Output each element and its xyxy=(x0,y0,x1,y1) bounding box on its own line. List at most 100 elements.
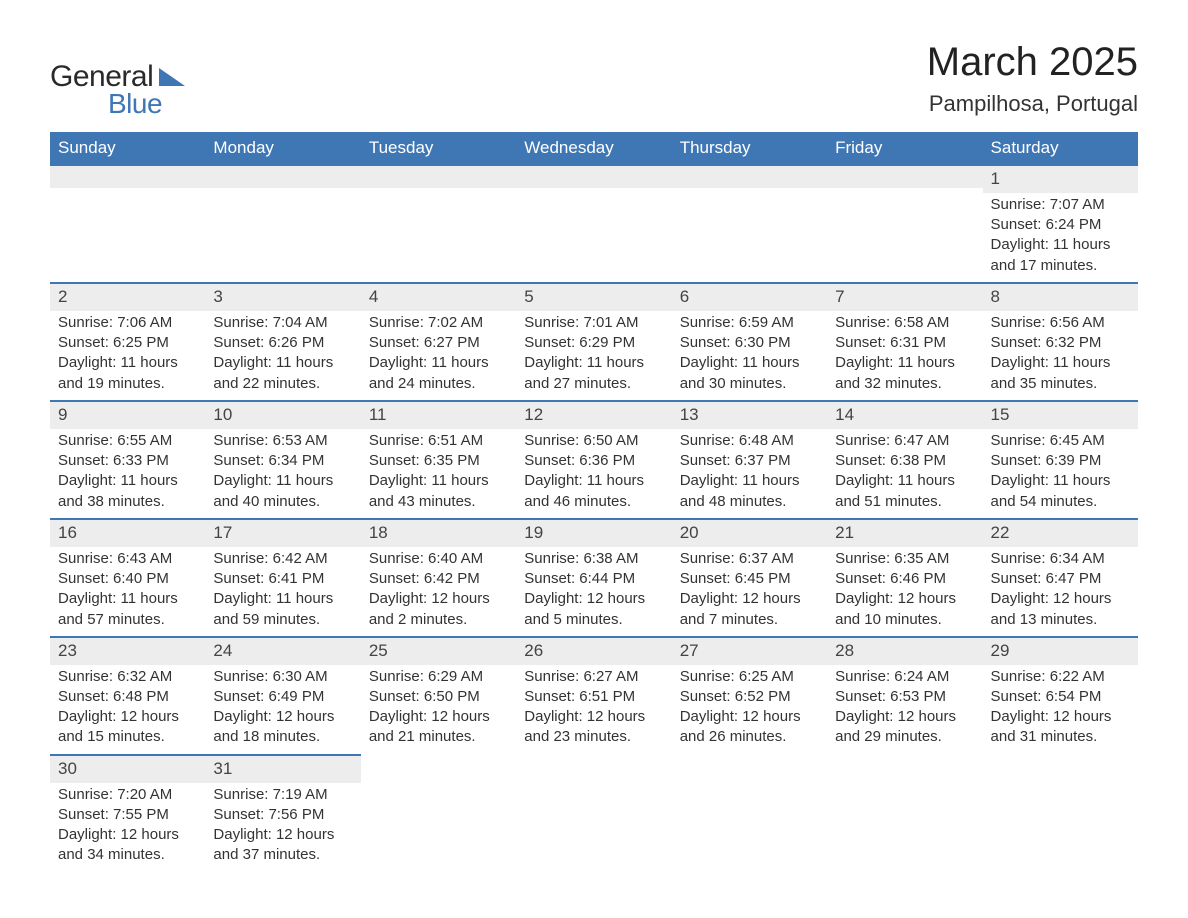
sunrise-line: Sunrise: 6:42 AM xyxy=(213,549,352,569)
day-content-empty xyxy=(516,188,671,248)
week-row: 1Sunrise: 7:07 AMSunset: 6:24 PMDaylight… xyxy=(50,165,1138,283)
day-number-empty xyxy=(672,166,827,188)
calendar-cell: 27Sunrise: 6:25 AMSunset: 6:52 PMDayligh… xyxy=(672,637,827,755)
day-content: Sunrise: 6:27 AMSunset: 6:51 PMDaylight:… xyxy=(516,665,671,754)
calendar-cell: 30Sunrise: 7:20 AMSunset: 7:55 PMDayligh… xyxy=(50,755,205,872)
daylight-line: Daylight: 12 hours and 5 minutes. xyxy=(524,589,663,630)
sunrise-line: Sunrise: 6:45 AM xyxy=(991,431,1130,451)
day-number: 30 xyxy=(50,756,205,783)
sunset-line: Sunset: 6:47 PM xyxy=(991,569,1130,589)
calendar-cell: 29Sunrise: 6:22 AMSunset: 6:54 PMDayligh… xyxy=(983,637,1138,755)
calendar-cell xyxy=(361,165,516,283)
sunset-line: Sunset: 6:32 PM xyxy=(991,333,1130,353)
week-row: 30Sunrise: 7:20 AMSunset: 7:55 PMDayligh… xyxy=(50,755,1138,872)
sunset-line: Sunset: 6:50 PM xyxy=(369,687,508,707)
sunrise-line: Sunrise: 6:35 AM xyxy=(835,549,974,569)
daylight-line: Daylight: 12 hours and 13 minutes. xyxy=(991,589,1130,630)
calendar-cell xyxy=(827,165,982,283)
daylight-line: Daylight: 11 hours and 24 minutes. xyxy=(369,353,508,394)
daylight-line: Daylight: 12 hours and 26 minutes. xyxy=(680,707,819,748)
daylight-line: Daylight: 11 hours and 51 minutes. xyxy=(835,471,974,512)
day-content: Sunrise: 6:32 AMSunset: 6:48 PMDaylight:… xyxy=(50,665,205,754)
week-row: 2Sunrise: 7:06 AMSunset: 6:25 PMDaylight… xyxy=(50,283,1138,401)
day-number: 10 xyxy=(205,402,360,429)
day-number: 27 xyxy=(672,638,827,665)
day-content: Sunrise: 6:47 AMSunset: 6:38 PMDaylight:… xyxy=(827,429,982,518)
daylight-line: Daylight: 12 hours and 15 minutes. xyxy=(58,707,197,748)
day-number: 6 xyxy=(672,284,827,311)
sunrise-line: Sunrise: 6:56 AM xyxy=(991,313,1130,333)
title-block: March 2025 Pampilhosa, Portugal xyxy=(927,40,1138,117)
day-number: 17 xyxy=(205,520,360,547)
sunset-line: Sunset: 7:56 PM xyxy=(213,805,352,825)
daylight-line: Daylight: 12 hours and 18 minutes. xyxy=(213,707,352,748)
sunrise-line: Sunrise: 6:50 AM xyxy=(524,431,663,451)
calendar-cell: 13Sunrise: 6:48 AMSunset: 6:37 PMDayligh… xyxy=(672,401,827,519)
sunrise-line: Sunrise: 6:53 AM xyxy=(213,431,352,451)
daylight-line: Daylight: 11 hours and 54 minutes. xyxy=(991,471,1130,512)
day-number: 12 xyxy=(516,402,671,429)
sunset-line: Sunset: 6:45 PM xyxy=(680,569,819,589)
calendar-cell: 21Sunrise: 6:35 AMSunset: 6:46 PMDayligh… xyxy=(827,519,982,637)
daylight-line: Daylight: 11 hours and 48 minutes. xyxy=(680,471,819,512)
sunset-line: Sunset: 6:36 PM xyxy=(524,451,663,471)
daylight-line: Daylight: 11 hours and 27 minutes. xyxy=(524,353,663,394)
day-number: 7 xyxy=(827,284,982,311)
daylight-line: Daylight: 12 hours and 10 minutes. xyxy=(835,589,974,630)
calendar-cell xyxy=(672,165,827,283)
calendar-cell xyxy=(672,755,827,872)
day-content: Sunrise: 6:30 AMSunset: 6:49 PMDaylight:… xyxy=(205,665,360,754)
day-content-empty xyxy=(205,188,360,248)
calendar-table: Sunday Monday Tuesday Wednesday Thursday… xyxy=(50,132,1138,872)
sunrise-line: Sunrise: 6:22 AM xyxy=(991,667,1130,687)
page-header: General Blue March 2025 Pampilhosa, Port… xyxy=(50,40,1138,120)
day-content: Sunrise: 6:37 AMSunset: 6:45 PMDaylight:… xyxy=(672,547,827,636)
daylight-line: Daylight: 11 hours and 57 minutes. xyxy=(58,589,197,630)
day-number-empty xyxy=(516,755,671,777)
day-number: 1 xyxy=(983,166,1138,193)
sunset-line: Sunset: 6:26 PM xyxy=(213,333,352,353)
day-content: Sunrise: 6:55 AMSunset: 6:33 PMDaylight:… xyxy=(50,429,205,518)
calendar-cell xyxy=(516,165,671,283)
day-content: Sunrise: 6:56 AMSunset: 6:32 PMDaylight:… xyxy=(983,311,1138,400)
day-number-empty xyxy=(827,166,982,188)
week-row: 9Sunrise: 6:55 AMSunset: 6:33 PMDaylight… xyxy=(50,401,1138,519)
day-content: Sunrise: 6:42 AMSunset: 6:41 PMDaylight:… xyxy=(205,547,360,636)
sunset-line: Sunset: 6:27 PM xyxy=(369,333,508,353)
sunset-line: Sunset: 6:29 PM xyxy=(524,333,663,353)
daylight-line: Daylight: 11 hours and 30 minutes. xyxy=(680,353,819,394)
day-content: Sunrise: 6:35 AMSunset: 6:46 PMDaylight:… xyxy=(827,547,982,636)
sunrise-line: Sunrise: 7:01 AM xyxy=(524,313,663,333)
calendar-cell: 25Sunrise: 6:29 AMSunset: 6:50 PMDayligh… xyxy=(361,637,516,755)
calendar-cell: 23Sunrise: 6:32 AMSunset: 6:48 PMDayligh… xyxy=(50,637,205,755)
sunrise-line: Sunrise: 6:27 AM xyxy=(524,667,663,687)
sunrise-line: Sunrise: 6:47 AM xyxy=(835,431,974,451)
sunset-line: Sunset: 6:51 PM xyxy=(524,687,663,707)
sunrise-line: Sunrise: 6:24 AM xyxy=(835,667,974,687)
calendar-cell: 3Sunrise: 7:04 AMSunset: 6:26 PMDaylight… xyxy=(205,283,360,401)
sunrise-line: Sunrise: 7:02 AM xyxy=(369,313,508,333)
sunrise-line: Sunrise: 7:20 AM xyxy=(58,785,197,805)
sunrise-line: Sunrise: 7:06 AM xyxy=(58,313,197,333)
sunrise-line: Sunrise: 7:07 AM xyxy=(991,195,1130,215)
day-content: Sunrise: 6:25 AMSunset: 6:52 PMDaylight:… xyxy=(672,665,827,754)
sunrise-line: Sunrise: 6:59 AM xyxy=(680,313,819,333)
calendar-cell: 2Sunrise: 7:06 AMSunset: 6:25 PMDaylight… xyxy=(50,283,205,401)
day-content-empty xyxy=(361,188,516,248)
sunrise-line: Sunrise: 6:38 AM xyxy=(524,549,663,569)
sunrise-line: Sunrise: 6:58 AM xyxy=(835,313,974,333)
day-number-empty xyxy=(983,755,1138,777)
sunrise-line: Sunrise: 6:43 AM xyxy=(58,549,197,569)
daylight-line: Daylight: 11 hours and 38 minutes. xyxy=(58,471,197,512)
day-number: 4 xyxy=(361,284,516,311)
sunrise-line: Sunrise: 6:51 AM xyxy=(369,431,508,451)
col-wednesday: Wednesday xyxy=(516,132,671,165)
weekday-header-row: Sunday Monday Tuesday Wednesday Thursday… xyxy=(50,132,1138,165)
calendar-cell xyxy=(361,755,516,872)
day-number: 9 xyxy=(50,402,205,429)
col-saturday: Saturday xyxy=(983,132,1138,165)
day-number: 16 xyxy=(50,520,205,547)
calendar-body: 1Sunrise: 7:07 AMSunset: 6:24 PMDaylight… xyxy=(50,165,1138,872)
day-number-empty xyxy=(50,166,205,188)
daylight-line: Daylight: 11 hours and 17 minutes. xyxy=(991,235,1130,276)
